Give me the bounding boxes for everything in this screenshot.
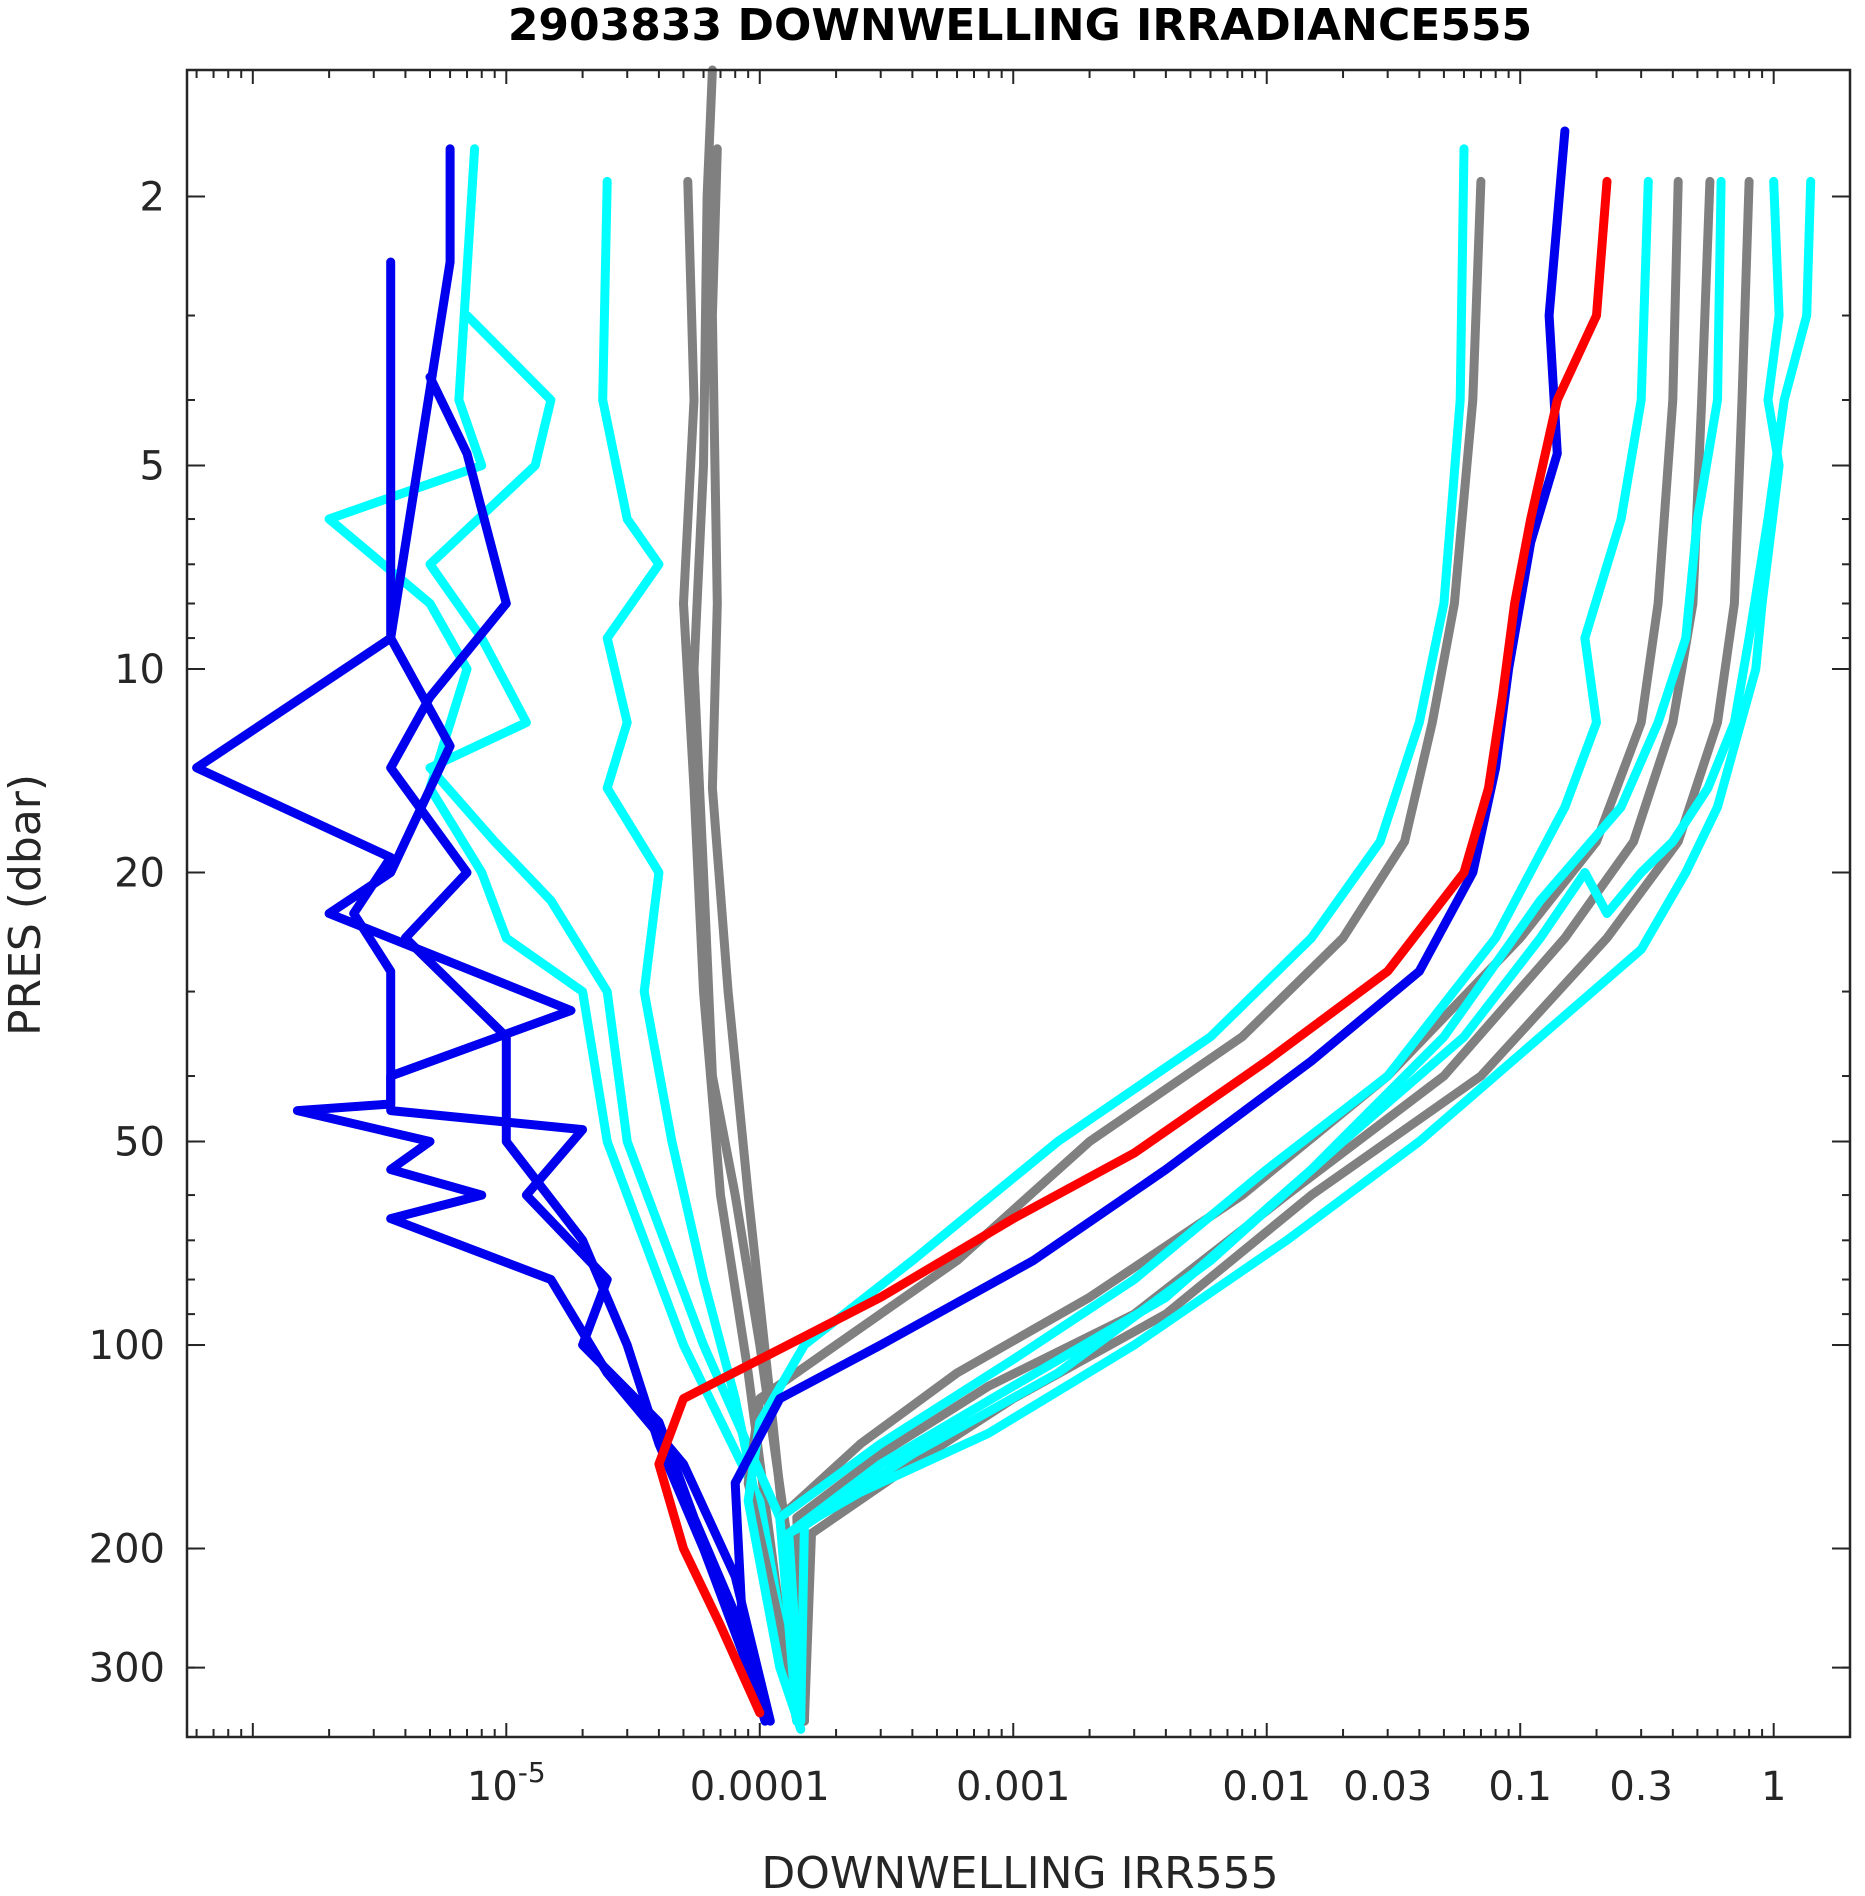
series-line-11: [775, 176, 1683, 1726]
x-tick-label: 0.03: [1343, 1764, 1432, 1810]
y-tick-label: 300: [89, 1646, 165, 1692]
series-line-7: [192, 257, 775, 1726]
series-line-14: [743, 144, 1469, 1734]
series-line-17: [784, 176, 1784, 1726]
series-line-5: [425, 311, 809, 1709]
series-group: [192, 65, 1816, 1734]
y-tick-label: 200: [89, 1527, 165, 1573]
series-line-15: [775, 176, 1653, 1726]
y-tick-label: 100: [89, 1323, 165, 1369]
plot-area: [185, 65, 1852, 1739]
x-tick-labels: 10-5 0.0001 0.001 0.01 0.03 0.1 0.3 1: [467, 1756, 1787, 1810]
x-tick-label: 0.3: [1609, 1764, 1673, 1810]
series-line-19: [730, 126, 1570, 1726]
x-axis-label: DOWNWELLING IRR555: [761, 1848, 1278, 1896]
y-tick-label: 50: [114, 1120, 165, 1166]
series-line-4: [324, 144, 802, 1726]
x-tick-label-exponent: -5: [518, 1756, 546, 1789]
x-tick-label: 0.0001: [690, 1764, 830, 1810]
series-line-13: [799, 176, 1754, 1726]
series-line-9: [386, 372, 770, 1726]
y-tick-label: 5: [140, 443, 165, 489]
plot-frame: [185, 68, 1852, 1739]
y-tick-label: 20: [114, 851, 165, 897]
x-tick-label: 0.01: [1222, 1764, 1311, 1810]
series-line-16: [784, 176, 1726, 1726]
y-tick-label: 2: [140, 174, 165, 220]
x-tick-label: 0.001: [956, 1764, 1071, 1810]
x-tick-label: 0.1: [1488, 1764, 1552, 1810]
y-axis-label: PRES (dbar): [0, 774, 51, 1036]
y-tick-label: 10: [114, 647, 165, 693]
y-tick-labels: 2 5 10 20 50 100 200 300: [89, 174, 165, 1691]
series-line-8: [324, 144, 770, 1726]
series-line-18: [796, 176, 1816, 1726]
ticks-group: [187, 70, 1851, 1737]
x-tick-label: 10-5: [467, 1756, 546, 1810]
series-line-12: [792, 176, 1715, 1726]
series-line-20: [654, 176, 1612, 1718]
chart-title: 2903833 DOWNWELLING IRRADIANCE555: [508, 0, 1532, 51]
x-tick-label: 1: [1761, 1764, 1786, 1810]
